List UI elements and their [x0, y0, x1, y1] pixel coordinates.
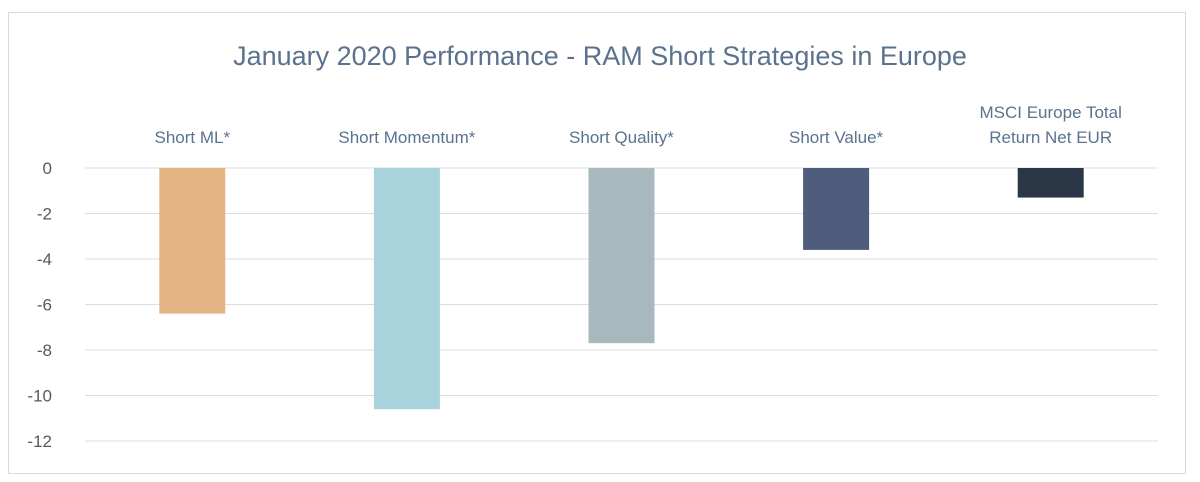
y-tick-label: 0: [43, 159, 52, 178]
bar: [803, 168, 870, 250]
category-label: Return Net EUR: [989, 128, 1112, 147]
chart-title: January 2020 Performance - RAM Short Str…: [233, 41, 967, 71]
y-tick-label: -12: [27, 432, 52, 451]
category-label: Short ML*: [155, 128, 231, 147]
category-label: Short Value*: [789, 128, 884, 147]
y-tick-label: -4: [37, 250, 52, 269]
category-labels: Short ML* Short Momentum* Short Quality* Sh…: [155, 103, 1122, 147]
y-tick-label: -10: [27, 387, 52, 406]
bar: [159, 168, 226, 314]
y-tick-label: -2: [37, 205, 52, 224]
y-tick-label: -6: [37, 296, 52, 315]
bar: [373, 168, 440, 410]
category-label: MSCI Europe Total: [980, 103, 1122, 122]
y-tick-label: -8: [37, 341, 52, 360]
gridlines: [85, 167, 1158, 442]
category-label: Short Momentum*: [338, 128, 475, 147]
category-label: Short Quality*: [569, 128, 674, 147]
bar: [588, 168, 655, 344]
bars: [159, 168, 1084, 410]
y-axis-ticks: 0 -2 -4 -6 -8 -10 -12: [27, 159, 52, 451]
bar: [1017, 168, 1084, 198]
